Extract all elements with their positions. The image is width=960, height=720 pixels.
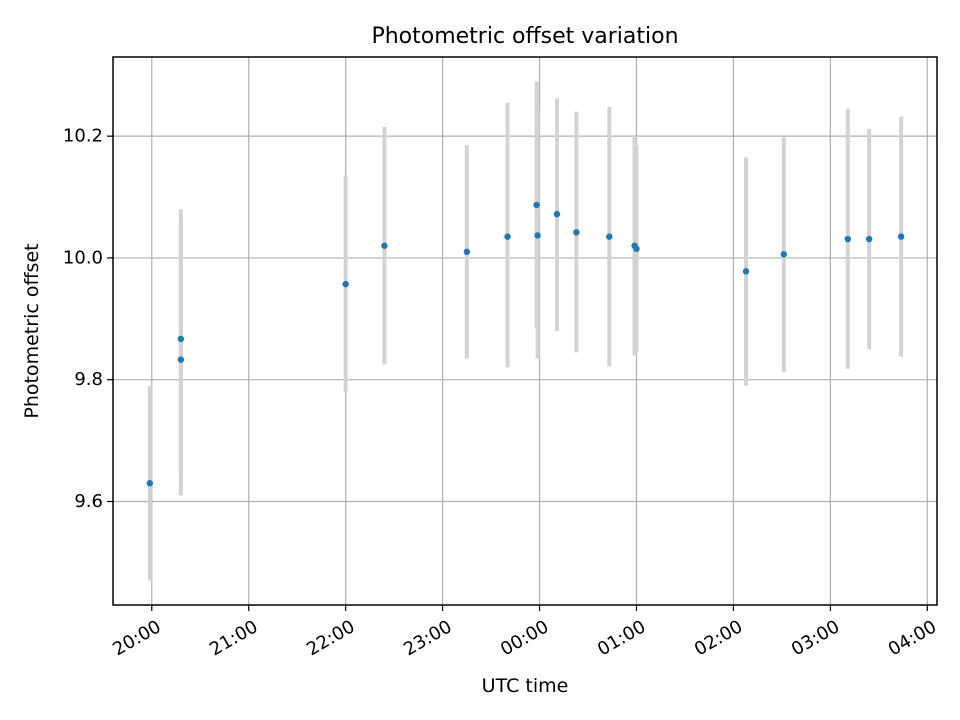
y-axis-label: Photometric offset (21, 243, 43, 418)
data-point (342, 280, 349, 288)
data-point (897, 233, 905, 240)
y-tick-label: 9.8 (74, 369, 103, 390)
x-axis-label: UTC time (482, 675, 569, 697)
data-point (780, 251, 788, 258)
data-point (533, 201, 540, 209)
data-point (381, 242, 388, 249)
y-tick-label: 10.2 (63, 126, 103, 147)
data-point (504, 233, 511, 240)
data-point (553, 210, 561, 218)
data-point (146, 480, 154, 487)
data-point (177, 335, 185, 343)
data-point (606, 233, 613, 240)
plot-frame (112, 56, 938, 606)
data-points (146, 201, 905, 487)
chart-title: Photometric offset variation (371, 24, 678, 49)
data-point (463, 248, 471, 256)
data-point (177, 356, 185, 363)
data-point (844, 235, 852, 243)
data-point (573, 229, 580, 236)
data-point (742, 268, 750, 275)
data-point (633, 245, 640, 252)
data-point (534, 232, 541, 239)
y-tick-label: 10.0 (63, 247, 103, 268)
y-tick-label: 9.6 (74, 491, 103, 512)
data-point (865, 235, 873, 243)
